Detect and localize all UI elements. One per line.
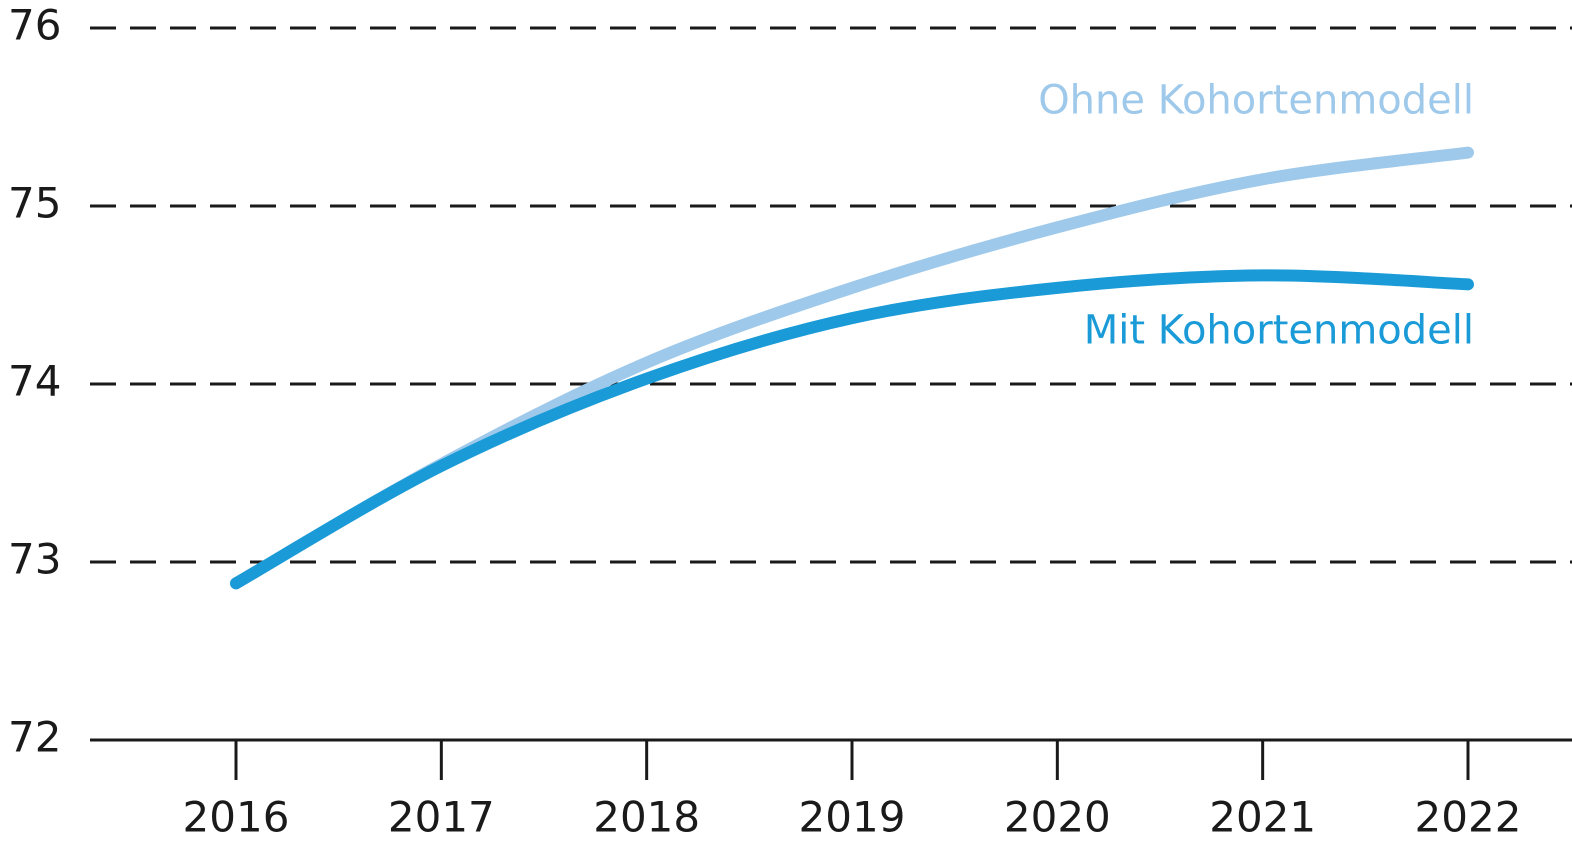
x-tick-label: 2017 — [388, 793, 495, 841]
series-label: Mit Kohortenmodell — [1084, 307, 1474, 353]
series-line — [230, 269, 1474, 590]
x-tick-label: 2016 — [183, 793, 290, 841]
x-tick-label: 2020 — [1004, 793, 1111, 841]
x-tick-label: 2021 — [1209, 793, 1316, 841]
series-line — [230, 146, 1474, 590]
y-tick-label: 73 — [8, 535, 61, 584]
y-tick-label: 72 — [8, 713, 61, 762]
x-tick-label: 2022 — [1415, 793, 1522, 841]
x-tick-label: 2019 — [799, 793, 906, 841]
y-tick-label: 75 — [8, 179, 61, 228]
y-tick-label: 74 — [8, 357, 61, 406]
y-tick-label: 76 — [8, 1, 61, 50]
series-label: Ohne Kohortenmodell — [1038, 78, 1474, 124]
x-tick-label: 2018 — [593, 793, 700, 841]
